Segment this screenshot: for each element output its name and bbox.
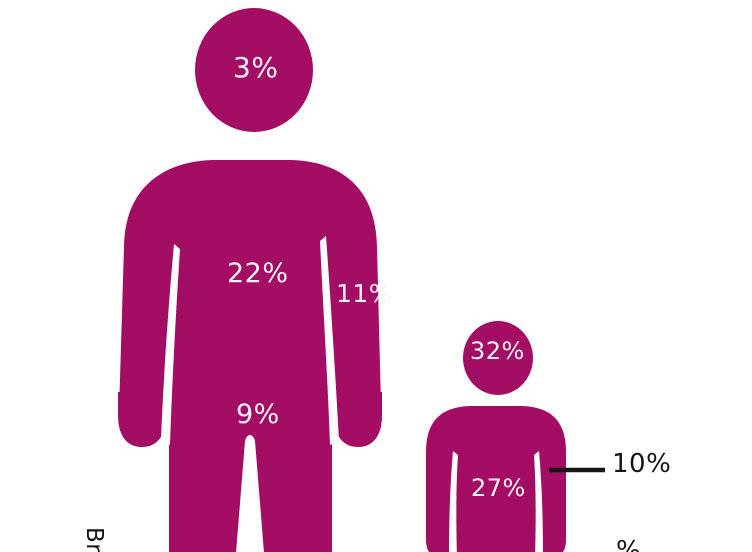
child-body-shape: [426, 406, 566, 552]
adult-right-arm-cap: [334, 392, 382, 447]
adult-leg-gap: [236, 435, 264, 552]
child-torso-percentage: 27%: [471, 474, 526, 502]
child-figure-silhouette: [426, 321, 566, 552]
adult-figure-silhouette: [90, 8, 412, 552]
adult-head-shape: [195, 8, 313, 132]
child-head-shape: [463, 321, 533, 395]
adult-right-arm-slit: [320, 236, 339, 445]
adult-arm-percentage: 11%: [336, 279, 394, 308]
child-arm-callout-percentage: 10%: [612, 449, 672, 479]
child-head-percentage: 32%: [470, 337, 525, 365]
adult-torso-percentage: 22%: [227, 258, 289, 289]
adult-left-arm-slit: [161, 244, 180, 445]
partial-bottom-left-vertical-label: Br: [81, 527, 107, 552]
adult-left-arm-cap: [118, 392, 166, 447]
adult-pelvis-percentage: 9%: [236, 399, 280, 430]
child-right-arm-slit: [534, 451, 543, 552]
adult-head-percentage: 3%: [233, 51, 279, 84]
adult-body-shape: [118, 160, 382, 552]
child-left-arm-slit: [449, 451, 458, 552]
partial-bottom-right-label: %: [616, 536, 642, 552]
